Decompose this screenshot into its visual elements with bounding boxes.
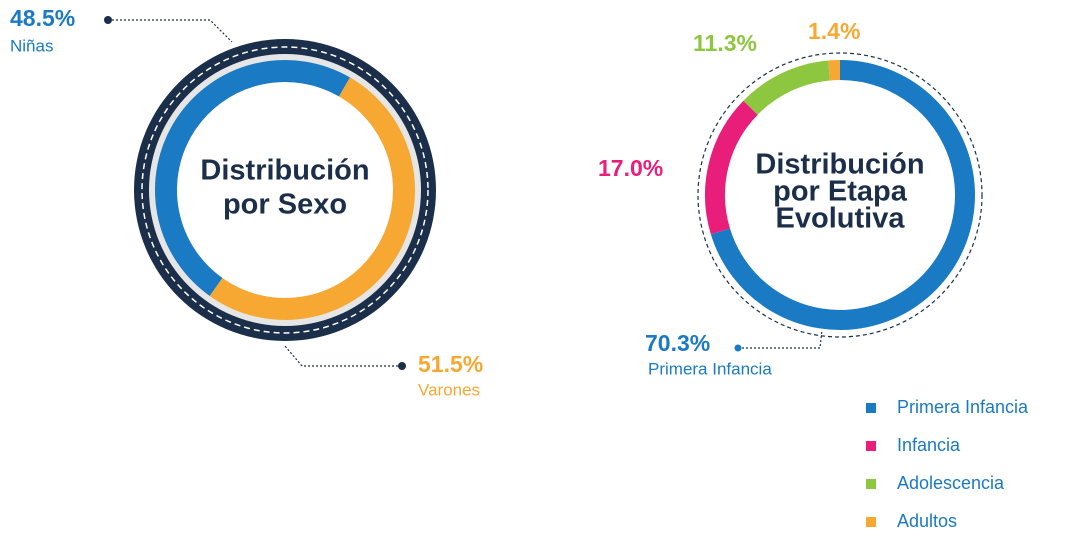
value-label: 48.5% [10,5,75,31]
connector [738,329,823,349]
donut-segment [209,77,415,320]
connector-dot [104,16,112,24]
value-label: 70.3% [645,330,710,356]
donut-segment [710,60,975,330]
connector-dot [734,344,742,352]
dashed-ring [141,46,429,334]
inner-disc [177,82,393,298]
connector [108,19,233,43]
value-label: 17.0% [598,155,663,181]
connector [284,345,402,367]
legend-label: Primera Infancia [897,397,1029,417]
donut-segment [743,60,831,115]
donut-segment [155,60,350,296]
value-label: 1.4% [808,18,860,44]
category-label: Primera Infancia [648,359,772,378]
legend-swatch [866,441,876,451]
legend-label: Adolescencia [897,473,1005,493]
legend-swatch [866,517,876,527]
value-label: 11.3% [693,30,757,56]
legend-swatch [866,479,876,489]
center-title: Evolutiva [776,203,906,235]
center-title: por Sexo [223,189,347,221]
dashed-ring [697,52,983,338]
legend-label: Infancia [897,435,961,455]
center-title: por Etapa [773,176,908,208]
category-label: Varones [418,380,480,399]
connector-dot [398,362,406,370]
value-label: 51.5% [418,351,483,377]
center-title: Distribución [200,155,369,187]
donut-segment [705,100,758,235]
category-label: Niñas [10,36,53,55]
legend-swatch [866,403,876,413]
center-title: Distribución [755,149,924,181]
legend-label: Adultos [897,511,957,531]
